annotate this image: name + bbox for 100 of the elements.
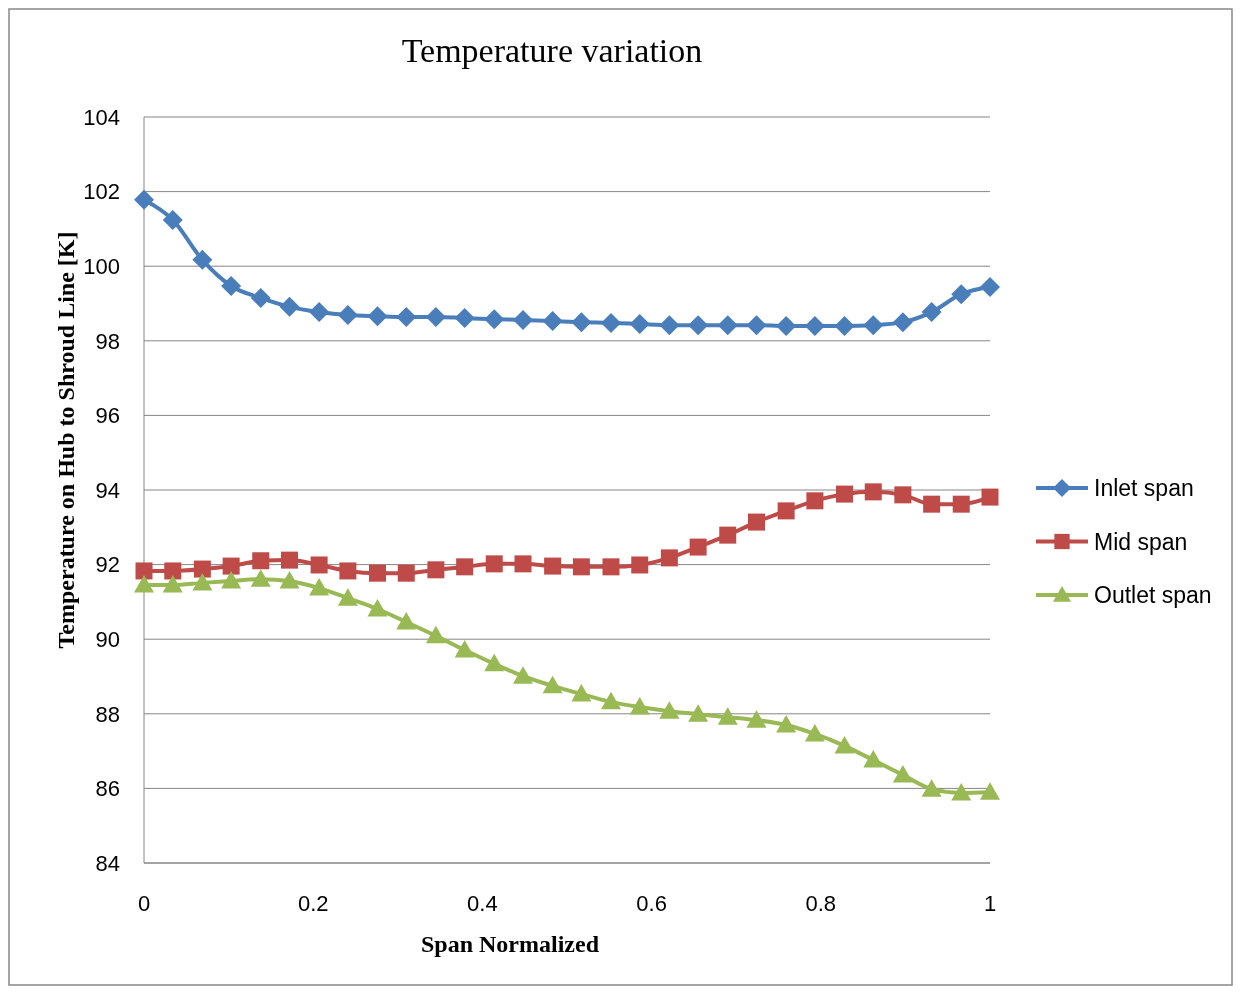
point (454, 308, 475, 329)
y-axis-title: Temperature on Hub to Shroud Line [K] (53, 231, 79, 649)
point (776, 714, 797, 733)
point (777, 502, 795, 520)
x-tick-label: 1 (983, 891, 997, 916)
legend-label: Mid span (1094, 528, 1188, 555)
point (980, 782, 1000, 800)
point (923, 495, 941, 513)
point (309, 302, 330, 323)
point (310, 556, 328, 574)
point (513, 666, 534, 684)
point (484, 309, 505, 330)
point (804, 723, 825, 742)
y-tick-label: 86 (95, 776, 120, 802)
point (485, 555, 503, 573)
point (981, 488, 999, 506)
x-tick-label: 0 (137, 891, 151, 916)
point (427, 561, 445, 579)
point (397, 564, 415, 582)
point (484, 653, 505, 672)
point (688, 704, 709, 722)
y-tick-label: 94 (95, 477, 120, 503)
point (629, 314, 650, 335)
y-tick-label: 102 (83, 179, 120, 205)
point (164, 562, 182, 580)
point (600, 312, 621, 333)
point (921, 302, 942, 323)
point (571, 312, 592, 333)
x-axis-title: Span Normalized (420, 931, 600, 957)
point (252, 552, 270, 570)
point (162, 575, 183, 593)
point (659, 701, 680, 719)
point (162, 209, 183, 230)
point (806, 492, 824, 510)
point (367, 598, 388, 617)
chart-title: Temperature variation (401, 32, 703, 69)
point (309, 578, 330, 596)
legend-label: Inlet span (1094, 475, 1194, 502)
point (367, 306, 388, 327)
y-tick-label: 92 (95, 552, 120, 578)
point (631, 556, 649, 574)
point (542, 675, 563, 694)
point (221, 275, 242, 296)
point (572, 558, 590, 576)
y-tick-label: 90 (95, 626, 120, 652)
point (660, 549, 678, 567)
point (339, 562, 357, 580)
point (192, 572, 213, 591)
point (863, 315, 884, 336)
point (281, 551, 299, 569)
point (514, 555, 532, 573)
point (689, 538, 707, 556)
point (600, 691, 621, 710)
point (542, 311, 563, 332)
point (746, 710, 767, 728)
point (719, 526, 737, 544)
y-tick-label: 104 (83, 104, 120, 130)
point (863, 750, 884, 768)
point (746, 315, 767, 336)
point (952, 495, 970, 513)
y-tick-label: 88 (95, 701, 120, 727)
point (221, 571, 242, 589)
point (454, 640, 475, 658)
x-tick-label: 0.4 (467, 891, 498, 916)
point (337, 305, 358, 326)
point (222, 557, 240, 575)
point (134, 189, 154, 210)
x-tick-label: 0.8 (805, 891, 837, 916)
y-tick-label: 100 (83, 253, 120, 279)
point (748, 513, 765, 531)
point (425, 625, 446, 644)
point (951, 284, 972, 305)
point (250, 569, 271, 587)
point (544, 557, 562, 575)
point (717, 707, 738, 725)
x-tick-label: 0.2 (297, 891, 329, 916)
point (776, 315, 797, 336)
point (659, 315, 680, 336)
point (835, 485, 853, 503)
y-tick-label: 84 (95, 850, 120, 876)
point (892, 764, 913, 783)
point (279, 571, 300, 589)
point (602, 558, 620, 576)
point (571, 684, 592, 702)
point (192, 249, 213, 270)
point (193, 560, 211, 578)
point (425, 306, 446, 327)
point (980, 277, 1000, 298)
point (717, 315, 738, 336)
point (688, 315, 709, 336)
point (921, 779, 942, 797)
point (456, 558, 474, 576)
point (396, 612, 417, 630)
point (629, 697, 650, 715)
point (250, 287, 271, 308)
point (892, 312, 913, 333)
point (894, 486, 912, 504)
y-tick-label: 98 (95, 328, 120, 354)
legend-label: Outlet span (1094, 582, 1212, 609)
x-tick-label: 0.6 (636, 891, 667, 916)
